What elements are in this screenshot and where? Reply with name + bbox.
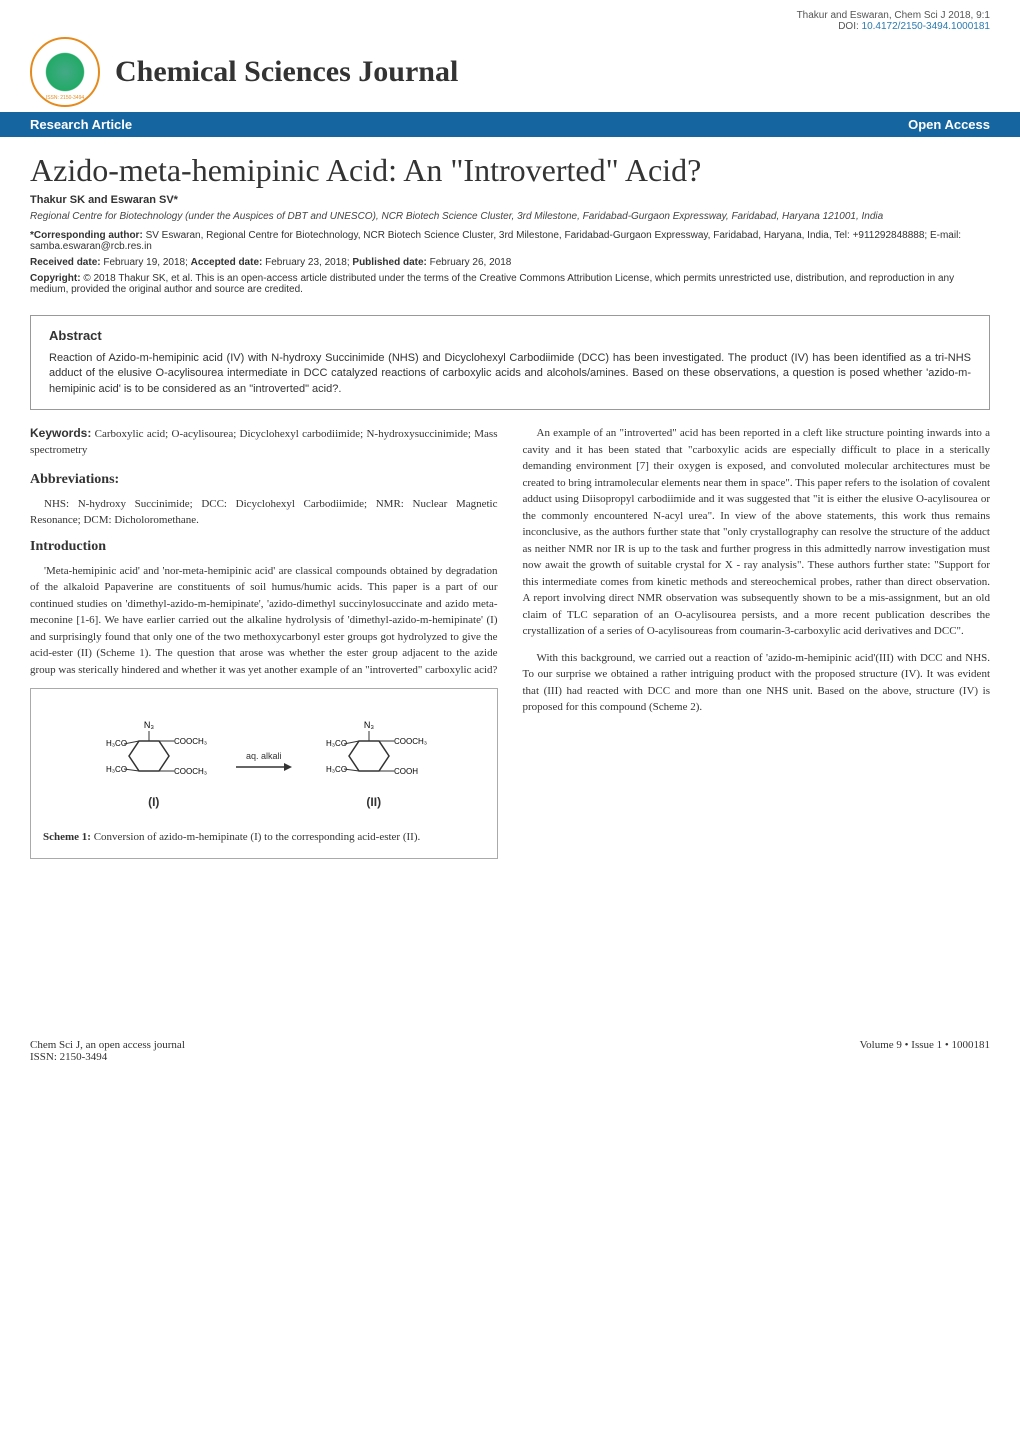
group-cooch3-3: COOCH₃ xyxy=(394,737,427,746)
article-title: Azido-meta-hemipinic Acid: An "Introvert… xyxy=(0,137,1020,194)
scheme-1-diagram: N₃ H₃CO H₃CO COOCH₃ COOCH₃ (I) aq. al xyxy=(43,701,485,824)
abstract-heading: Abstract xyxy=(49,328,971,343)
abstract-text: Reaction of Azido-m-hemipinic acid (IV) … xyxy=(49,351,971,397)
page-footer: Chem Sci J, an open access journal ISSN:… xyxy=(0,859,1020,1083)
abstract-box: Abstract Reaction of Azido-m-hemipinic a… xyxy=(30,315,990,410)
dates: Received date: February 19, 2018; Accept… xyxy=(0,257,1020,273)
corresponding-text: SV Eswaran, Regional Centre for Biotechn… xyxy=(30,230,961,252)
group-h3co-3: H₃CO xyxy=(326,739,347,748)
intro-para-3: With this background, we carried out a r… xyxy=(523,650,991,716)
intro-para-1: 'Meta-hemipinic acid' and 'nor-meta-hemi… xyxy=(30,563,498,679)
logo-issn: ISSN: 2150-3494 xyxy=(46,95,84,101)
group-h3co-1: H₃CO xyxy=(106,739,127,748)
right-column: An example of an "introverted" acid has … xyxy=(523,425,991,859)
introduction-heading: Introduction xyxy=(30,539,498,555)
group-cooch3-2: COOCH₃ xyxy=(174,767,207,776)
scheme-1-caption-text: Conversion of azido-m-hemipinate (I) to … xyxy=(91,831,420,843)
arrow-label: aq. alkali xyxy=(234,751,294,761)
group-h3co-4: H₃CO xyxy=(326,765,347,774)
left-column: Keywords: Carboxylic acid; O-acylisourea… xyxy=(30,425,498,859)
group-n3-b: N₃ xyxy=(364,720,374,730)
doi-line: DOI: 10.4172/2150-3494.1000181 xyxy=(0,21,990,32)
doi-label: DOI: xyxy=(838,21,861,32)
footer-left-line1: Chem Sci J, an open access journal xyxy=(30,1039,185,1051)
footer-right: Volume 9 • Issue 1 • 1000181 xyxy=(860,1039,990,1063)
authors: Thakur SK and Eswaran SV* xyxy=(0,194,1020,211)
group-cooh: COOH xyxy=(394,767,418,776)
journal-title: Chemical Sciences Journal xyxy=(115,55,458,89)
doi-link[interactable]: 10.4172/2150-3494.1000181 xyxy=(862,21,990,32)
footer-left-line2: ISSN: 2150-3494 xyxy=(30,1051,185,1063)
group-h3co-2: H₃CO xyxy=(106,765,127,774)
journal-logo: ISSN: 2150-3494 xyxy=(30,37,100,107)
group-n3: N₃ xyxy=(144,720,154,730)
two-column-body: Keywords: Carboxylic acid; O-acylisourea… xyxy=(0,425,1020,859)
footer-left: Chem Sci J, an open access journal ISSN:… xyxy=(30,1039,185,1063)
keywords-block: Keywords: Carboxylic acid; O-acylisourea… xyxy=(30,425,498,458)
reaction-arrow: aq. alkali xyxy=(234,751,294,775)
header-citation-block: Thakur and Eswaran, Chem Sci J 2018, 9:1… xyxy=(0,0,1020,32)
citation-text: Thakur and Eswaran, Chem Sci J 2018, 9:1 xyxy=(0,10,990,21)
abbreviations-text: NHS: N-hydroxy Succinimide; DCC: Dicyclo… xyxy=(30,496,498,529)
scheme-1-caption-bold: Scheme 1: xyxy=(43,831,91,843)
ribbon-right: Open Access xyxy=(908,117,990,132)
journal-header: ISSN: 2150-3494 Chemical Sciences Journa… xyxy=(0,32,1020,112)
molecule-I-svg: N₃ H₃CO H₃CO COOCH₃ COOCH₃ xyxy=(94,716,214,791)
scheme-1-box: N₃ H₃CO H₃CO COOCH₃ COOCH₃ (I) aq. al xyxy=(30,688,498,858)
ribbon-left: Research Article xyxy=(30,117,132,132)
scheme-1-caption: Scheme 1: Conversion of azido-m-hemipina… xyxy=(43,830,485,845)
abbreviations-heading: Abbreviations: xyxy=(30,472,498,488)
molecule-II-label: (II) xyxy=(314,795,434,809)
molecule-II-svg: N₃ H₃CO H₃CO COOCH₃ COOH xyxy=(314,716,434,791)
arrow-icon xyxy=(234,761,294,773)
molecule-I-label: (I) xyxy=(94,795,214,809)
keywords-label: Keywords: xyxy=(30,426,91,440)
affiliation: Regional Centre for Biotechnology (under… xyxy=(0,211,1020,230)
keywords-text: Carboxylic acid; O-acylisourea; Dicycloh… xyxy=(30,428,498,455)
molecule-II: N₃ H₃CO H₃CO COOCH₃ COOH (II) xyxy=(314,716,434,809)
intro-para-2: An example of an "introverted" acid has … xyxy=(523,425,991,640)
corresponding-author: *Corresponding author: SV Eswaran, Regio… xyxy=(0,230,1020,257)
molecule-I: N₃ H₃CO H₃CO COOCH₃ COOCH₃ (I) xyxy=(94,716,214,809)
corresponding-label: *Corresponding author: xyxy=(30,230,146,241)
group-cooch3-1: COOCH₃ xyxy=(174,737,207,746)
ribbon-bar: Research Article Open Access xyxy=(0,112,1020,137)
copyright: Copyright: © 2018 Thakur SK, et al. This… xyxy=(0,273,1020,305)
